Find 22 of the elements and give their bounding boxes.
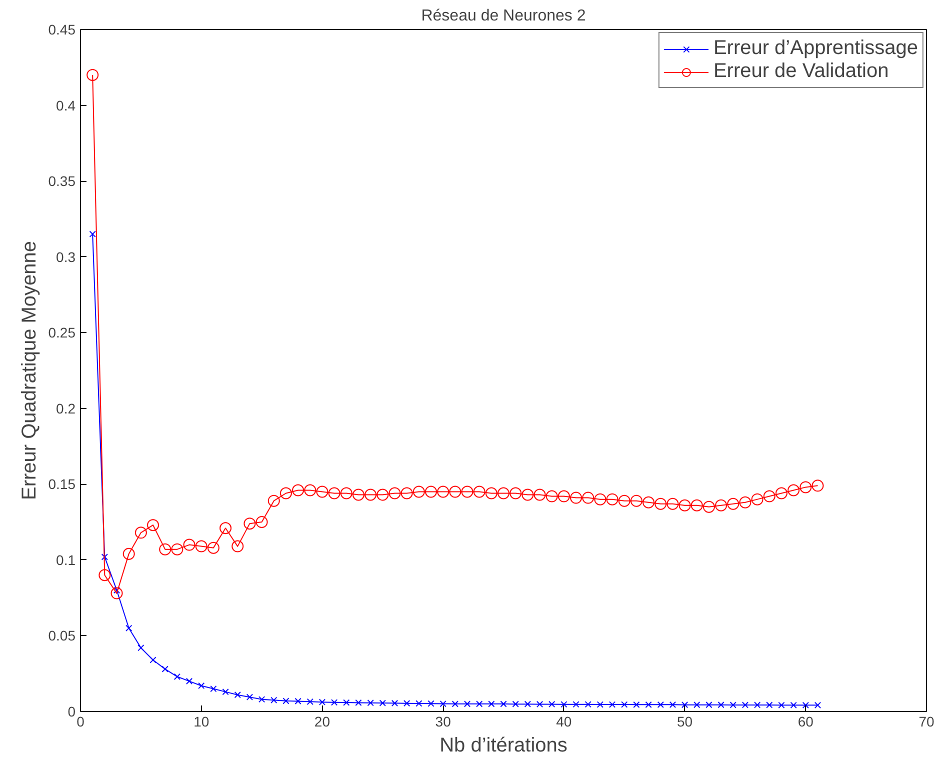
y-tick-label: 0.3 — [56, 248, 76, 265]
x-tick-label: 10 — [194, 714, 210, 730]
y-tick-label: 0.4 — [56, 97, 76, 114]
x-tick-label: 30 — [435, 714, 452, 730]
x-tick-label: 70 — [918, 714, 934, 730]
x-tick-label: 60 — [798, 714, 814, 730]
x-axis-title: Nb d’itérations — [440, 734, 568, 756]
y-tick-label: 0.25 — [48, 324, 76, 341]
y-tick-label: 0.35 — [48, 173, 76, 190]
legend-label: Erreur de Validation — [713, 60, 889, 83]
y-tick-label: 0.45 — [48, 22, 76, 38]
x-tick-label: 50 — [677, 714, 693, 730]
y-tick-label: 0.1 — [56, 552, 76, 568]
y-axis-title: Erreur Quadratique Moyenne — [18, 240, 40, 500]
y-tick-label: 0.2 — [56, 400, 76, 416]
legend-label: Erreur d’Apprentissage — [713, 37, 918, 60]
y-tick-label: 0.15 — [48, 476, 76, 492]
chart-title: Réseau de Neurones 2 — [421, 8, 586, 24]
x-tick-label: 40 — [556, 714, 572, 730]
y-tick-label: 0.05 — [48, 628, 76, 644]
x-tick-label: 20 — [314, 714, 330, 730]
y-tick-label: 0 — [68, 704, 76, 720]
